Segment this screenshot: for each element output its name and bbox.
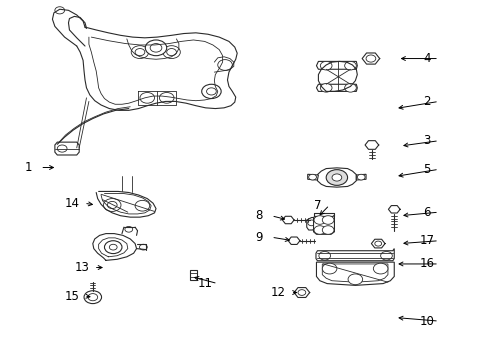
Circle shape: [320, 84, 331, 92]
Circle shape: [366, 55, 375, 62]
Text: 12: 12: [270, 286, 285, 299]
Circle shape: [217, 60, 232, 70]
Circle shape: [55, 7, 64, 14]
Polygon shape: [317, 168, 356, 187]
Text: 3: 3: [422, 134, 429, 147]
Circle shape: [357, 174, 365, 180]
Text: 1: 1: [24, 161, 32, 174]
Circle shape: [163, 46, 180, 59]
Text: 14: 14: [64, 197, 79, 210]
Circle shape: [140, 93, 154, 103]
Circle shape: [166, 49, 176, 56]
Circle shape: [145, 40, 166, 56]
Text: 6: 6: [422, 206, 430, 219]
Circle shape: [331, 174, 341, 181]
Circle shape: [347, 274, 362, 285]
Circle shape: [344, 84, 356, 92]
Circle shape: [104, 241, 122, 253]
Circle shape: [88, 294, 98, 301]
Text: 8: 8: [255, 209, 262, 222]
Circle shape: [109, 244, 117, 250]
Circle shape: [135, 201, 149, 211]
Polygon shape: [316, 84, 357, 91]
Circle shape: [313, 216, 325, 224]
Polygon shape: [322, 264, 387, 282]
Circle shape: [131, 46, 148, 59]
Text: 16: 16: [419, 257, 433, 270]
Polygon shape: [55, 142, 79, 155]
Circle shape: [313, 226, 325, 234]
Circle shape: [318, 251, 330, 260]
Circle shape: [159, 93, 174, 103]
Circle shape: [103, 199, 121, 211]
Polygon shape: [356, 174, 366, 180]
Text: 4: 4: [422, 52, 430, 65]
Circle shape: [380, 251, 391, 260]
Polygon shape: [313, 215, 334, 234]
Text: 15: 15: [64, 289, 79, 303]
Polygon shape: [307, 174, 318, 180]
Text: 17: 17: [419, 234, 433, 247]
Polygon shape: [190, 270, 197, 280]
Text: 10: 10: [419, 315, 433, 328]
Circle shape: [322, 263, 336, 274]
Circle shape: [374, 241, 381, 246]
Circle shape: [307, 220, 315, 226]
Text: 11: 11: [198, 277, 213, 290]
Circle shape: [135, 49, 144, 56]
Circle shape: [322, 226, 333, 234]
Circle shape: [344, 62, 356, 70]
Circle shape: [84, 291, 102, 303]
Text: 5: 5: [422, 163, 429, 176]
Circle shape: [57, 145, 67, 152]
Circle shape: [139, 244, 147, 250]
Circle shape: [325, 170, 347, 185]
Circle shape: [206, 88, 216, 95]
Text: 7: 7: [313, 198, 321, 212]
Circle shape: [320, 62, 331, 70]
Circle shape: [322, 216, 333, 224]
Text: 9: 9: [255, 231, 262, 244]
Circle shape: [308, 174, 316, 180]
Circle shape: [107, 202, 117, 208]
Polygon shape: [316, 62, 357, 69]
Circle shape: [124, 226, 132, 232]
Text: 13: 13: [74, 261, 89, 274]
Polygon shape: [306, 217, 316, 230]
Polygon shape: [316, 262, 393, 285]
Circle shape: [201, 84, 221, 99]
Text: 2: 2: [422, 95, 430, 108]
Circle shape: [150, 44, 162, 52]
Circle shape: [372, 263, 387, 274]
Circle shape: [297, 290, 305, 296]
Polygon shape: [315, 249, 393, 261]
